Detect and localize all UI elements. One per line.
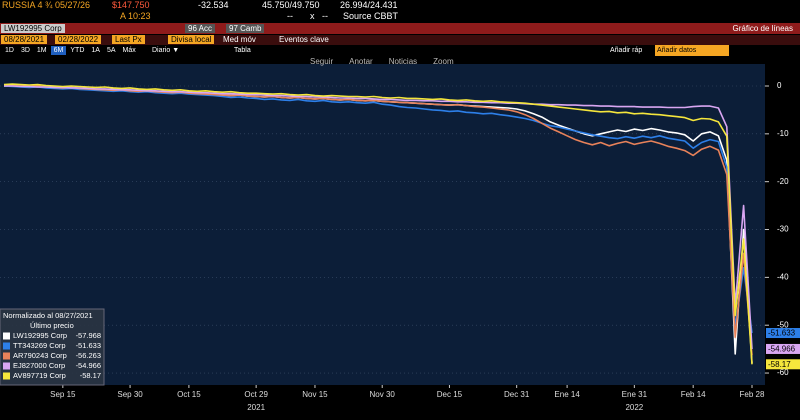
ticker[interactable]: LW192995 Corp [1, 24, 65, 33]
legend-label: AV897719 Corp [13, 371, 66, 380]
time: A 10:23 [120, 11, 151, 21]
series-line [4, 85, 753, 350]
legend-title: Normalizado al 08/27/2021 [3, 311, 93, 320]
events[interactable]: Eventos clave [279, 35, 329, 44]
y-tick-label: -30 [777, 225, 789, 234]
legend-value: -51.633 [76, 341, 101, 350]
legend-swatch [3, 352, 10, 360]
period-button[interactable]: 5A [106, 47, 116, 54]
period-button[interactable]: Máx [122, 47, 136, 54]
plot-area [0, 64, 765, 385]
quick-add[interactable]: Añadir ráp [610, 47, 643, 54]
price: $147.750 [112, 0, 150, 10]
period-button[interactable]: 1M [36, 47, 47, 54]
settings-bar: 08/28/2021 02/28/2022 Last Px Divisa loc… [0, 35, 800, 45]
x-tick-label: Feb 28 [740, 390, 765, 399]
end-label: -54.966 [768, 345, 796, 354]
range: 26.994/24.431 [340, 0, 398, 10]
tool-button[interactable]: Anotar [349, 57, 373, 66]
menu[interactable]: 96 Acc [185, 24, 216, 33]
chart-tools: Seguir Anotar Noticias Zoom [310, 57, 454, 66]
x-tick-label: Feb 14 [681, 390, 706, 399]
series-line [3, 83, 753, 365]
series-line [3, 84, 753, 356]
source: Source CBBT [343, 11, 399, 21]
tool-button[interactable]: Seguir [310, 57, 334, 66]
legend-swatch [3, 342, 10, 350]
field: x [310, 11, 315, 21]
field-select[interactable]: Last Px [112, 35, 145, 44]
legend-label: EJ827000 Corp [13, 361, 65, 370]
x-tick-label: Sep 30 [117, 390, 143, 399]
menu[interactable]: 97 Camb [226, 24, 265, 33]
field: -- [322, 11, 328, 21]
tool-button[interactable]: Zoom [433, 57, 454, 66]
currency[interactable]: Divisa local [168, 35, 215, 44]
frequency[interactable]: Diario ▼ [152, 47, 180, 54]
legend-value: -57.968 [76, 331, 101, 340]
legend-label: LW192995 Corp [13, 331, 67, 340]
bid-ask: 45.750/49.750 [262, 0, 320, 10]
legend-subtitle: Último precio [30, 321, 74, 330]
end-label-box [766, 343, 800, 354]
x-tick-label: Sep 15 [50, 390, 76, 399]
add-data[interactable]: Añadir datos [655, 45, 729, 56]
moving-avg[interactable]: Med móv [223, 35, 256, 44]
end-label-box [766, 328, 800, 339]
y-tick-label: -20 [777, 177, 789, 186]
year-label: 2022 [625, 403, 643, 412]
y-tick-label: -50 [777, 320, 789, 329]
change: -32.534 [198, 0, 229, 10]
x-tick-label: Dec 15 [437, 390, 463, 399]
period-button[interactable]: YTD [70, 47, 85, 54]
command-bar: LW192995 Corp 96 Acc 97 Camb Gráfico de … [0, 23, 800, 34]
y-tick-label: -60 [777, 368, 789, 377]
end-label: -51.633 [768, 329, 796, 338]
x-tick-label: Dec 31 [504, 390, 530, 399]
legend-swatch [3, 362, 10, 370]
year-label: 2021 [247, 403, 265, 412]
period-button[interactable]: 1A [91, 47, 100, 54]
end-date[interactable]: 02/28/2022 [55, 35, 102, 44]
period-buttons: 1D 3D 1M 6M YTD 1A 5A Máx [2, 46, 139, 55]
x-tick-label: Oct 15 [177, 390, 201, 399]
end-label-box [766, 359, 800, 370]
security: RUSSIA 4 ¾ 05/27/26 [2, 0, 91, 10]
legend-box [0, 308, 105, 386]
y-tick-label: -40 [777, 272, 789, 281]
series-line [3, 85, 753, 334]
legend-value: -56.263 [76, 351, 101, 360]
tool-button[interactable]: Noticias [388, 57, 418, 66]
x-tick-label: Ene 14 [554, 390, 580, 399]
y-tick-label: -10 [777, 129, 789, 138]
legend-value: -54.966 [76, 361, 101, 370]
x-tick-label: Nov 15 [302, 390, 328, 399]
legend-value: -58.17 [80, 371, 101, 380]
view-title: Gráfico de líneas [732, 24, 793, 33]
y-tick-label: 0 [777, 81, 782, 90]
start-date[interactable]: 08/28/2021 [1, 35, 48, 44]
legend-label: TT343269 Corp [13, 341, 66, 350]
legend-swatch [3, 372, 10, 380]
x-tick-label: Oct 29 [244, 390, 268, 399]
x-tick-label: Nov 30 [370, 390, 396, 399]
legend-swatch [3, 332, 10, 340]
table-button[interactable]: Tabla [234, 47, 251, 54]
period-button[interactable]: 6M [50, 46, 67, 55]
legend-label: AR790243 Corp [13, 351, 67, 360]
period-button[interactable]: 3D [20, 47, 30, 54]
field: -- [287, 11, 293, 21]
period-button[interactable]: 1D [5, 47, 14, 54]
x-tick-label: Ene 31 [622, 390, 648, 399]
end-label: -58.17 [768, 360, 791, 369]
